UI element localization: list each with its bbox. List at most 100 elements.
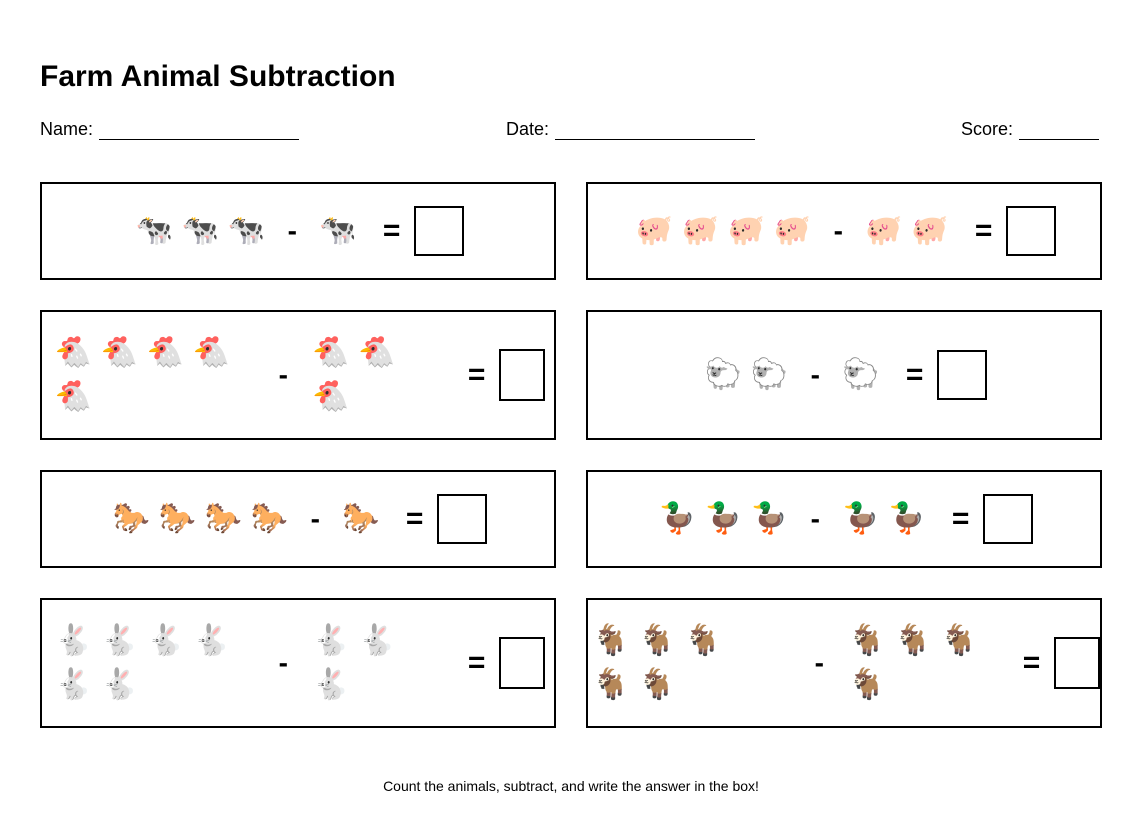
- instructions-footer: Count the animals, subtract, and write t…: [383, 778, 759, 794]
- equals-sign: =: [467, 358, 486, 391]
- cow-icon: 🐄: [227, 213, 266, 248]
- problem-card: 🐎 🐎 🐎 🐎 - 🐎 =: [40, 470, 556, 568]
- problem-card: 🐄 🐄 🐄 - 🐄 =: [40, 182, 556, 280]
- date-field: Date:: [506, 119, 756, 140]
- minuend-group: 🐔 🐔 🐔 🐔 🐔: [51, 331, 235, 419]
- rabbit-icon: 🐇: [192, 623, 231, 658]
- equals-sign: =: [905, 358, 924, 391]
- name-field: Name:: [40, 119, 300, 140]
- answer-box[interactable]: [1006, 206, 1057, 256]
- pig-icon: 🐖: [911, 213, 949, 248]
- goat-icon: 🐐: [848, 667, 886, 702]
- minus-sign: -: [814, 647, 824, 678]
- minuend-group: 🐐 🐐 🐐 🐐 🐐: [588, 619, 771, 707]
- sheep-icon: 🐑: [842, 357, 880, 392]
- pig-icon: 🐖: [635, 213, 674, 248]
- chicken-icon: 🐔: [312, 335, 350, 370]
- subtrahend-group: 🦆 🦆: [838, 497, 930, 541]
- horse-icon: 🐎: [204, 501, 243, 536]
- horse-icon: 🐎: [250, 501, 289, 536]
- minuend-group: 🐇 🐇 🐇 🐇 🐇 🐇: [51, 619, 235, 707]
- name-blank-line[interactable]: [99, 123, 300, 140]
- chicken-icon: 🐔: [358, 335, 396, 370]
- cow-icon: 🐄: [181, 213, 220, 248]
- minuend-group: 🦆 🦆 🦆: [655, 497, 793, 541]
- problem-card: 🐑 🐑 - 🐑 =: [586, 310, 1102, 440]
- rabbit-icon: 🐇: [54, 623, 93, 658]
- answer-box[interactable]: [437, 494, 488, 544]
- rabbit-icon: 🐇: [146, 623, 185, 658]
- minuend-group: 🐄 🐄 🐄: [132, 209, 270, 253]
- rabbit-icon: 🐇: [312, 667, 350, 702]
- score-blank-line[interactable]: [1019, 123, 1100, 140]
- problem-card: 🐇 🐇 🐇 🐇 🐇 🐇 - 🐇 🐇 🐇 =: [40, 598, 556, 728]
- chicken-icon: 🐔: [54, 335, 93, 370]
- goat-icon: 🐐: [592, 667, 630, 702]
- date-label: Date:: [506, 119, 550, 139]
- problem-card: 🐖 🐖 🐖 🐖 - 🐖 🐖 =: [586, 182, 1102, 280]
- chicken-icon: 🐔: [312, 379, 350, 414]
- sheep-icon: 🐑: [750, 357, 789, 392]
- goat-icon: 🐐: [638, 667, 676, 702]
- minuend-group: 🐎 🐎 🐎 🐎: [109, 497, 293, 541]
- duck-icon: 🦆: [704, 501, 743, 536]
- subtrahend-group: 🐇 🐇 🐇: [308, 619, 428, 707]
- horse-icon: 🐎: [342, 501, 380, 536]
- horse-icon: 🐎: [158, 501, 197, 536]
- pig-icon: 🐖: [727, 213, 766, 248]
- minus-sign: -: [810, 503, 820, 534]
- subtrahend-group: 🐔 🐔 🐔: [308, 331, 428, 419]
- minus-sign: -: [833, 215, 843, 246]
- minus-sign: -: [278, 647, 288, 678]
- duck-icon: 🦆: [750, 501, 789, 536]
- goat-icon: 🐐: [940, 623, 978, 658]
- subtrahend-group: 🐖 🐖: [861, 209, 953, 253]
- chicken-icon: 🐔: [54, 379, 93, 414]
- minus-sign: -: [310, 503, 320, 534]
- subtrahend-group: 🐑: [838, 353, 884, 397]
- equals-sign: =: [974, 214, 993, 247]
- rabbit-icon: 🐇: [100, 667, 139, 702]
- pig-icon: 🐖: [865, 213, 903, 248]
- goat-icon: 🐐: [684, 623, 722, 658]
- answer-box[interactable]: [983, 494, 1034, 544]
- goat-icon: 🐐: [638, 623, 676, 658]
- cow-icon: 🐄: [319, 213, 357, 248]
- minuend-group: 🐑 🐑: [701, 353, 793, 397]
- problem-card: 🐔 🐔 🐔 🐔 🐔 - 🐔 🐔 🐔 =: [40, 310, 556, 440]
- answer-box[interactable]: [499, 637, 546, 689]
- equals-sign: =: [1022, 646, 1041, 679]
- goat-icon: 🐐: [848, 623, 886, 658]
- answer-box[interactable]: [499, 349, 546, 401]
- cow-icon: 🐄: [135, 213, 174, 248]
- sheep-icon: 🐑: [704, 357, 743, 392]
- subtrahend-group: 🐄: [315, 209, 361, 253]
- score-label: Score:: [961, 119, 1014, 139]
- problem-card: 🦆 🦆 🦆 - 🦆 🦆 =: [586, 470, 1102, 568]
- duck-icon: 🦆: [842, 501, 880, 536]
- subtrahend-group: 🐐 🐐 🐐 🐐: [844, 619, 983, 707]
- rabbit-icon: 🐇: [54, 667, 93, 702]
- answer-box[interactable]: [1054, 637, 1100, 689]
- score-field: Score:: [961, 119, 1100, 140]
- problem-card: 🐐 🐐 🐐 🐐 🐐 - 🐐 🐐 🐐 🐐 =: [586, 598, 1102, 728]
- minus-sign: -: [810, 359, 820, 390]
- answer-box[interactable]: [937, 350, 988, 400]
- equals-sign: =: [951, 502, 970, 535]
- rabbit-icon: 🐇: [358, 623, 396, 658]
- page-title: Farm Animal Subtraction: [40, 60, 396, 93]
- minus-sign: -: [278, 359, 288, 390]
- minus-sign: -: [287, 215, 297, 246]
- horse-icon: 🐎: [112, 501, 151, 536]
- duck-icon: 🦆: [658, 501, 697, 536]
- rabbit-icon: 🐇: [100, 623, 139, 658]
- pig-icon: 🐖: [681, 213, 720, 248]
- minuend-group: 🐖 🐖 🐖 🐖: [632, 209, 816, 253]
- date-blank-line[interactable]: [555, 123, 756, 140]
- chicken-icon: 🐔: [100, 335, 139, 370]
- chicken-icon: 🐔: [192, 335, 231, 370]
- name-label: Name:: [40, 119, 94, 139]
- goat-icon: 🐐: [592, 623, 630, 658]
- answer-box[interactable]: [414, 206, 465, 256]
- goat-icon: 🐐: [894, 623, 932, 658]
